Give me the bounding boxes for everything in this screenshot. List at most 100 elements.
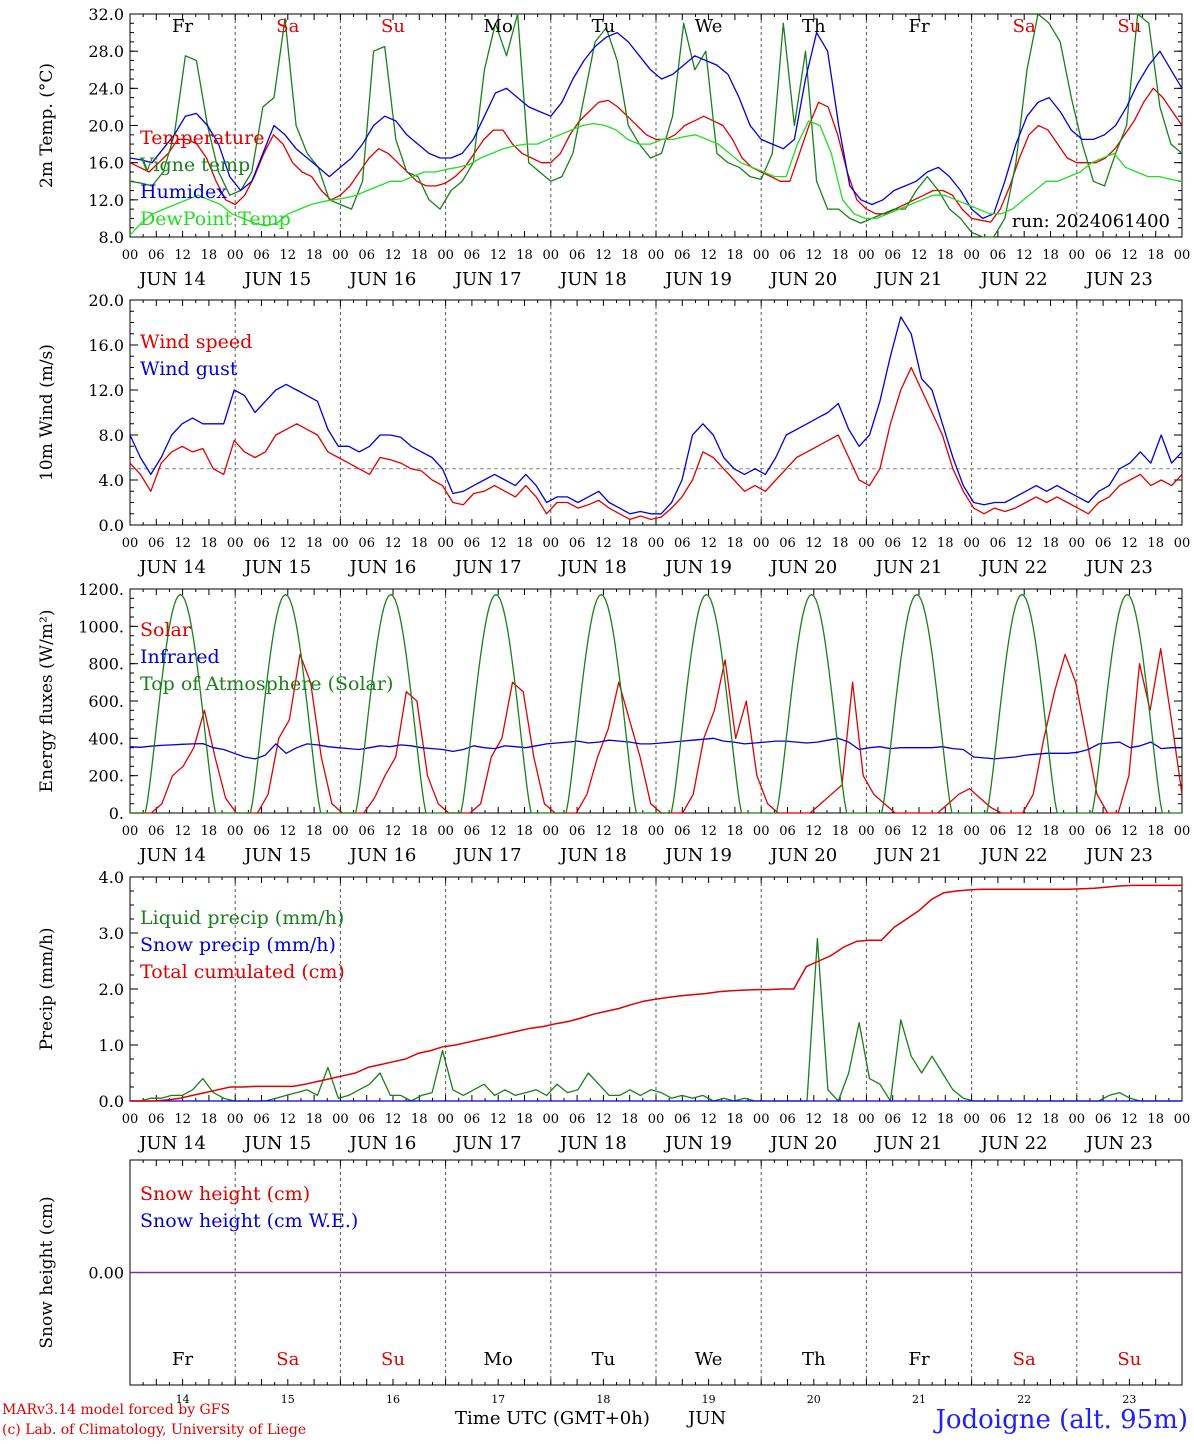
hour-tick-label: 00 bbox=[1069, 824, 1086, 839]
hour-tick-label: 06 bbox=[464, 536, 481, 551]
hour-tick-label: 00 bbox=[437, 248, 454, 263]
legend-entry: Snow height (cm W.E.) bbox=[140, 1210, 358, 1232]
legend-entry: Wind gust bbox=[140, 358, 238, 380]
hour-tick-label: 18 bbox=[1147, 824, 1164, 839]
hour-tick-label: 00 bbox=[332, 1112, 349, 1127]
day-label: JUN 18 bbox=[558, 845, 627, 866]
hour-tick-label: 00 bbox=[963, 1112, 980, 1127]
day-label: JUN 21 bbox=[874, 557, 943, 578]
day-label: JUN 22 bbox=[979, 845, 1048, 866]
hour-tick-label: 18 bbox=[832, 1112, 849, 1127]
hour-tick-label: 06 bbox=[464, 824, 481, 839]
day-label: JUN 14 bbox=[137, 557, 206, 578]
weekday-label: Th bbox=[802, 16, 826, 37]
hour-tick-label: 12 bbox=[280, 824, 297, 839]
hour-tick-label: 18 bbox=[306, 824, 323, 839]
hour-tick-label: 18 bbox=[621, 536, 638, 551]
y-axis-label: 10m Wind (m/s) bbox=[37, 344, 57, 481]
x-axis-label: Time UTC (GMT+0h) bbox=[455, 1408, 650, 1429]
weekday-label: Tu bbox=[592, 1349, 616, 1370]
x-axis-month: JUN bbox=[686, 1408, 726, 1429]
series-line-vigne-temp bbox=[129, 13, 1183, 238]
hour-tick-label: 12 bbox=[385, 248, 402, 263]
day-label: JUN 23 bbox=[1084, 557, 1153, 578]
hour-tick-label: 18 bbox=[516, 824, 533, 839]
y-tick-label: 1000. bbox=[78, 617, 124, 636]
hour-tick-label: 12 bbox=[174, 248, 191, 263]
y-tick-label: 0.00 bbox=[88, 1264, 124, 1283]
hour-tick-label: 06 bbox=[569, 1112, 586, 1127]
hour-tick-label: 06 bbox=[464, 1112, 481, 1127]
hour-tick-label: 18 bbox=[411, 1112, 428, 1127]
y-tick-label: 200. bbox=[88, 767, 124, 786]
hour-tick-label: 18 bbox=[1042, 1112, 1059, 1127]
hour-tick-label: 12 bbox=[911, 824, 928, 839]
weekday-label: Su bbox=[381, 1349, 405, 1370]
hour-tick-label: 12 bbox=[1121, 824, 1138, 839]
y-tick-label: 16.0 bbox=[88, 154, 124, 173]
hour-tick-label: 00 bbox=[332, 824, 349, 839]
hour-tick-label: 18 bbox=[516, 248, 533, 263]
hour-tick-label: 12 bbox=[806, 248, 823, 263]
run-label: run: 2024061400 bbox=[1012, 211, 1170, 232]
panel-wind: 0.0 4.0 8.0 12.0 16.0 20.0 10m Wind (m/s) Wind … bbox=[37, 291, 1190, 578]
weekday-label: We bbox=[695, 1349, 723, 1370]
hour-tick-label: 06 bbox=[674, 536, 691, 551]
hour-tick-label: 06 bbox=[569, 536, 586, 551]
hour-tick-label: 12 bbox=[1121, 1112, 1138, 1127]
day-label: JUN 15 bbox=[242, 269, 311, 290]
hour-tick-label: 06 bbox=[1095, 248, 1112, 263]
hour-tick-label: 06 bbox=[464, 248, 481, 263]
y-tick-label: 20.0 bbox=[88, 291, 124, 310]
series-line-infrared bbox=[129, 737, 1182, 760]
hour-tick-label: 00 bbox=[437, 1112, 454, 1127]
hour-tick-label: 00 bbox=[122, 824, 139, 839]
hour-tick-label: 06 bbox=[779, 1112, 796, 1127]
hour-tick-label: 12 bbox=[595, 536, 612, 551]
hour-tick-label: 18 bbox=[411, 824, 428, 839]
hour-tick-label: 06 bbox=[779, 824, 796, 839]
hour-tick-label: 06 bbox=[779, 248, 796, 263]
day-label: JUN 16 bbox=[348, 1133, 417, 1154]
hour-tick-label: 06 bbox=[674, 1112, 691, 1127]
hour-tick-label: 00 bbox=[1174, 536, 1191, 551]
hour-tick-label: 18 bbox=[937, 248, 954, 263]
day-label: JUN 22 bbox=[979, 1133, 1048, 1154]
hour-tick-label: 18 bbox=[306, 536, 323, 551]
hour-tick-label: 18 bbox=[937, 536, 954, 551]
y-tick-label: 32.0 bbox=[88, 5, 124, 24]
y-axis-label: Energy fluxes (W/m²) bbox=[37, 610, 57, 793]
series-line-wind-gust bbox=[129, 316, 1183, 515]
hour-tick-label: 12 bbox=[490, 248, 507, 263]
hour-tick-label: 18 bbox=[1147, 1112, 1164, 1127]
y-tick-label: 0.0 bbox=[99, 516, 124, 535]
legend-entry: Total cumulated (cm) bbox=[140, 961, 345, 983]
series-line-total-cumulated-cm- bbox=[130, 884, 1182, 1102]
hour-tick-label: 00 bbox=[1174, 1112, 1191, 1127]
panel-temp: 8.0 12.0 16.0 20.0 24.0 28.0 32.0 2m Temp. (°C)… bbox=[37, 5, 1190, 290]
hour-tick-label: 00 bbox=[858, 248, 875, 263]
day-label: JUN 14 bbox=[137, 269, 206, 290]
day-number-label: 14 bbox=[176, 1393, 190, 1406]
hour-tick-label: 12 bbox=[700, 824, 717, 839]
day-label: JUN 14 bbox=[137, 1133, 206, 1154]
hour-tick-label: 18 bbox=[1147, 536, 1164, 551]
y-tick-label: 8.0 bbox=[99, 426, 124, 445]
hour-tick-label: 06 bbox=[253, 824, 270, 839]
hour-tick-label: 00 bbox=[1174, 824, 1191, 839]
hour-tick-label: 12 bbox=[490, 536, 507, 551]
hour-tick-label: 18 bbox=[306, 248, 323, 263]
y-tick-label: 3.0 bbox=[99, 924, 124, 943]
hour-tick-label: 12 bbox=[1016, 248, 1033, 263]
series-line-wind-speed bbox=[129, 366, 1183, 521]
hour-tick-label: 06 bbox=[884, 824, 901, 839]
hour-tick-label: 06 bbox=[1095, 824, 1112, 839]
hour-tick-label: 18 bbox=[832, 824, 849, 839]
hour-tick-label: 18 bbox=[621, 1112, 638, 1127]
legend-entry: Liquid precip (mm/h) bbox=[140, 907, 344, 929]
weekday-label: Fr bbox=[172, 16, 193, 37]
hour-tick-label: 18 bbox=[937, 1112, 954, 1127]
y-tick-label: 1200. bbox=[78, 580, 124, 599]
